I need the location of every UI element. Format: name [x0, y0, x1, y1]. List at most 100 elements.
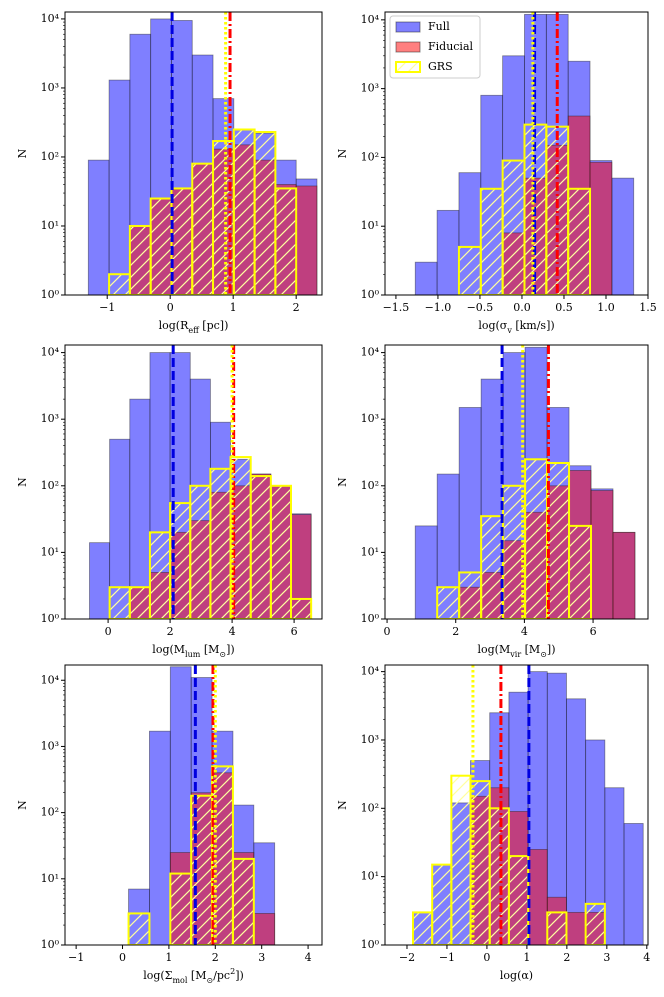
x-tick-label: 6	[590, 625, 597, 638]
x-tick-label: −1.0	[425, 301, 452, 314]
hatch-bar	[568, 524, 593, 619]
x-axis-label: log(σv [km/s])	[478, 319, 554, 335]
y-tick-label: 10⁴	[41, 12, 60, 25]
x-tick-label: 4	[643, 951, 650, 964]
hatch-bar	[128, 224, 152, 295]
x-axis-label: log(Mvir [M⊙])	[477, 643, 555, 659]
hatch-bar	[148, 531, 172, 619]
hatch-bar	[149, 197, 173, 295]
x-tick-label: −1	[68, 951, 84, 964]
hatch-bar	[253, 130, 277, 295]
bar	[623, 823, 644, 945]
bar	[589, 161, 613, 295]
hatch-bar	[108, 273, 131, 295]
bar	[527, 849, 548, 945]
hatch-bar	[507, 855, 530, 945]
plot-area	[89, 345, 313, 619]
y-tick-label: 10⁰	[361, 612, 380, 625]
x-tick-label: 1.5	[639, 301, 657, 314]
legend-label: Full	[428, 20, 450, 33]
y-tick-label: 10²	[361, 479, 379, 492]
hatch-bar	[232, 128, 256, 295]
hatch-bar	[488, 807, 510, 945]
hatch-bar	[269, 484, 292, 619]
bar	[566, 698, 587, 945]
bar	[436, 209, 460, 295]
hatch-bar	[127, 912, 151, 945]
x-axis-label-part: [km/s])	[512, 319, 555, 332]
x-axis-label: log(Σmol [M⊙/pc2])	[143, 967, 244, 985]
bar	[414, 525, 438, 619]
x-axis-label-part: ⊙	[206, 976, 213, 985]
axes-frame	[384, 11, 649, 296]
x-tick-label: 2	[293, 301, 300, 314]
hatch-bar	[189, 484, 212, 619]
x-tick-label: −1	[99, 301, 115, 314]
x-axis-label-part: ])	[547, 643, 556, 656]
x-axis-label: log(Reff [pc])	[159, 319, 229, 335]
y-tick-label: 10⁰	[41, 938, 60, 951]
y-axis-label: N	[16, 477, 29, 487]
y-tick-label: 10⁰	[41, 288, 60, 301]
x-axis-label: log(Mlum [M⊙])	[152, 643, 234, 659]
x-tick-label: −0.5	[467, 301, 494, 314]
hatch-bar	[567, 187, 592, 295]
x-axis-label-part: /pc	[213, 969, 230, 982]
y-tick-label: 10¹	[361, 219, 379, 232]
y-axis-label: N	[336, 800, 349, 810]
legend-label: Fiducial	[428, 40, 474, 53]
hatch-bar	[191, 162, 215, 295]
hatch-bar	[231, 857, 255, 945]
hatch-bar	[190, 794, 214, 945]
x-axis-label-part: 2	[230, 967, 235, 976]
y-axis-label: N	[16, 148, 29, 158]
x-axis-label-part: mol	[172, 976, 187, 985]
x-tick-label: 2	[563, 951, 570, 964]
x-axis-label-part: log(Σ	[143, 969, 172, 982]
hatch-bar	[169, 872, 193, 945]
y-tick-label: 10²	[41, 150, 59, 163]
hatch-bar	[108, 586, 131, 619]
bar	[611, 177, 635, 295]
x-tick-label: −2	[399, 951, 415, 964]
y-tick-label: 10⁰	[361, 938, 380, 951]
x-axis-label-part: [pc])	[199, 319, 229, 332]
panel: 0 2 4 6 10⁰ 10¹ 10² 10³ 10⁴ log(Mvir [M⊙]) N	[336, 344, 649, 659]
hatch-bar	[170, 187, 194, 295]
y-axis-label: N	[336, 477, 349, 487]
plot-area	[87, 12, 318, 295]
axes-frame	[64, 664, 323, 946]
hatch-bar	[450, 774, 472, 945]
bar	[295, 185, 318, 295]
x-tick-label: 0	[119, 951, 126, 964]
bar	[604, 787, 625, 945]
legend-swatch	[395, 21, 421, 33]
hatch-bar	[501, 159, 526, 295]
hatch-bar	[249, 475, 272, 619]
x-tick-label: 3	[603, 951, 610, 964]
x-tick-label: 1	[523, 951, 530, 964]
y-tick-label: 10⁴	[361, 665, 380, 678]
y-tick-label: 10⁴	[41, 673, 60, 686]
x-tick-label: 1	[230, 301, 237, 314]
y-tick-label: 10¹	[41, 219, 59, 232]
y-tick-label: 10³	[41, 412, 59, 425]
legend-swatch	[395, 61, 421, 73]
bar	[108, 79, 131, 295]
hatch-bar	[411, 911, 434, 945]
y-axis-label: N	[336, 148, 349, 158]
x-tick-label: 4	[521, 625, 528, 638]
bar	[590, 490, 614, 619]
y-tick-label: 10¹	[361, 545, 379, 558]
x-tick-label: 1.0	[597, 301, 615, 314]
x-tick-label: 0.0	[513, 301, 531, 314]
x-axis-label-part: log(R	[159, 319, 189, 332]
y-tick-label: 10⁴	[361, 13, 380, 26]
bar	[414, 261, 438, 295]
x-axis-label-part: [M	[521, 643, 540, 656]
x-axis-label-part: log(M	[152, 643, 185, 656]
panel: −1.5 −1.0 −0.5 0.0 0.5 1.0 1.5 10⁰ 10¹ 10² 10³ 10⁴ l…	[336, 11, 657, 335]
hatch-bar	[546, 461, 571, 619]
x-axis-label-part: eff	[188, 326, 200, 335]
